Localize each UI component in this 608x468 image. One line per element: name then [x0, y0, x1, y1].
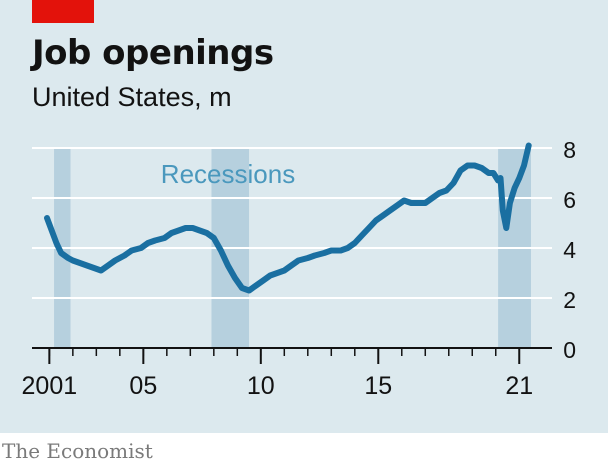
x-tick-label: 2001 — [22, 372, 78, 400]
job-openings-line — [44, 142, 532, 294]
x-tick-label: 10 — [247, 372, 275, 400]
brand-accent-bar — [32, 0, 94, 23]
recession-label: Recessions — [161, 159, 295, 189]
chart-panel: Job openings United States, m 0 2 4 6 8 Reces… — [0, 0, 608, 433]
y-tick-label: 6 — [563, 187, 576, 213]
y-tick-label: 8 — [563, 137, 576, 163]
line-chart: 0 2 4 6 8 Recessions 2001 05 10 15 21 — [22, 137, 577, 400]
y-tick-label: 4 — [563, 237, 576, 263]
y-tick-label: 2 — [563, 287, 576, 313]
y-tick-label: 0 — [563, 337, 576, 363]
x-tick-label: 21 — [505, 372, 533, 400]
chart-subtitle: United States, m — [32, 82, 232, 112]
x-tick-label: 05 — [129, 372, 157, 400]
x-tick-label: 15 — [364, 372, 392, 400]
source-credit: The Economist — [2, 439, 153, 463]
chart-title: Job openings — [32, 33, 274, 73]
